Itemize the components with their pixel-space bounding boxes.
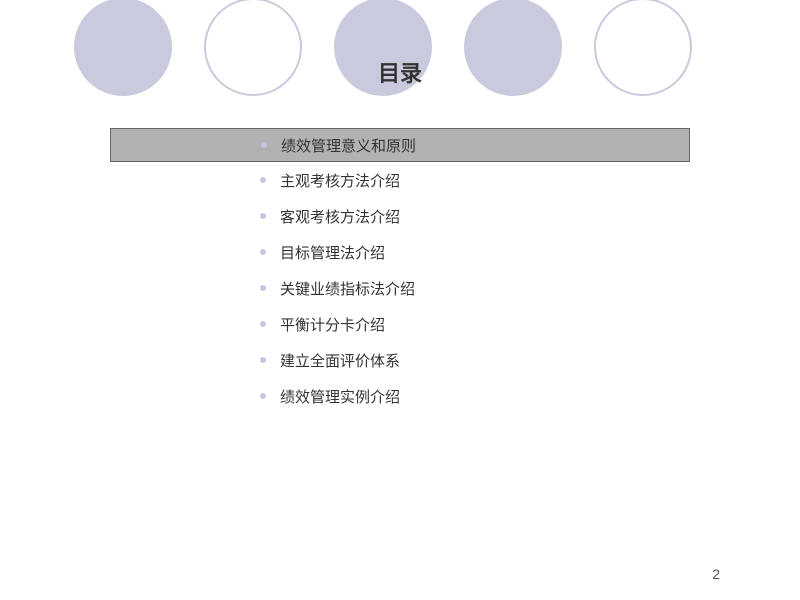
toc-item-label: 绩效管理实例介绍 — [280, 386, 400, 407]
toc-item-label: 建立全面评价体系 — [280, 350, 400, 371]
toc-item: 建立全面评价体系 — [110, 342, 690, 378]
toc-item: 关键业绩指标法介绍 — [110, 270, 690, 306]
bullet-icon — [260, 177, 266, 183]
bullet-icon — [260, 213, 266, 219]
toc-item-label: 主观考核方法介绍 — [280, 170, 400, 191]
toc-item: 绩效管理意义和原则 — [110, 128, 690, 162]
toc-item-label: 绩效管理意义和原则 — [281, 135, 416, 156]
toc-item: 目标管理法介绍 — [110, 234, 690, 270]
toc-item: 平衡计分卡介绍 — [110, 306, 690, 342]
bullet-icon — [261, 142, 267, 148]
bullet-icon — [260, 249, 266, 255]
bullet-icon — [260, 321, 266, 327]
page-title: 目录 — [378, 56, 422, 88]
decorative-circle — [594, 0, 692, 96]
decorative-circle — [204, 0, 302, 96]
decorative-circle — [464, 0, 562, 96]
table-of-contents: 绩效管理意义和原则主观考核方法介绍客观考核方法介绍目标管理法介绍关键业绩指标法介… — [110, 128, 690, 414]
bullet-icon — [260, 357, 266, 363]
toc-item: 绩效管理实例介绍 — [110, 378, 690, 414]
toc-item: 客观考核方法介绍 — [110, 198, 690, 234]
toc-item-label: 关键业绩指标法介绍 — [280, 278, 415, 299]
toc-item: 主观考核方法介绍 — [110, 162, 690, 198]
toc-item-label: 平衡计分卡介绍 — [280, 314, 385, 335]
bullet-icon — [260, 285, 266, 291]
toc-item-label: 目标管理法介绍 — [280, 242, 385, 263]
toc-item-label: 客观考核方法介绍 — [280, 206, 400, 227]
page-number: 2 — [712, 566, 720, 582]
bullet-icon — [260, 393, 266, 399]
decorative-circle — [74, 0, 172, 96]
